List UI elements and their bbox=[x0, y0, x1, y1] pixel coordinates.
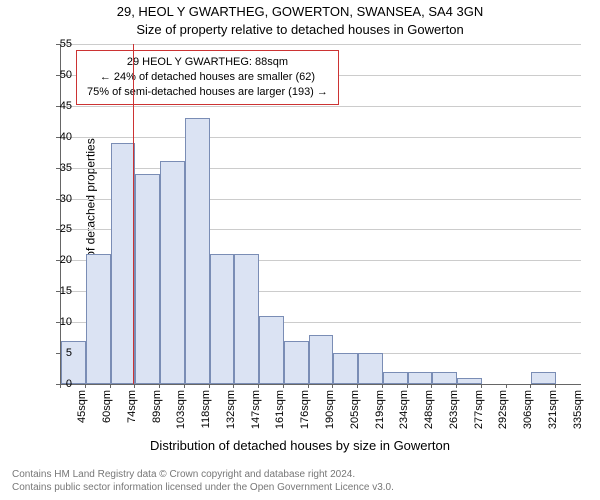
grid-line bbox=[61, 44, 581, 45]
x-tick-label: 234sqm bbox=[398, 390, 410, 430]
y-tick-mark bbox=[56, 44, 60, 45]
x-tick-label: 292sqm bbox=[497, 390, 509, 430]
x-tick-label: 147sqm bbox=[250, 390, 262, 430]
x-tick-mark bbox=[60, 384, 61, 388]
x-tick-mark bbox=[555, 384, 556, 388]
x-tick-label: 335sqm bbox=[572, 390, 584, 430]
x-tick-label: 103sqm bbox=[175, 390, 187, 430]
histogram-bar bbox=[160, 161, 185, 384]
histogram-bar bbox=[185, 118, 210, 384]
x-tick-label: 277sqm bbox=[473, 390, 485, 430]
x-tick-label: 176sqm bbox=[299, 390, 311, 430]
x-tick-label: 306sqm bbox=[522, 390, 534, 430]
x-tick-mark bbox=[456, 384, 457, 388]
x-tick-label: 74sqm bbox=[126, 390, 138, 430]
x-tick-mark bbox=[431, 384, 432, 388]
x-tick-mark bbox=[506, 384, 507, 388]
x-tick-mark bbox=[407, 384, 408, 388]
x-tick-mark bbox=[258, 384, 259, 388]
histogram-bar bbox=[284, 341, 309, 384]
x-tick-label: 132sqm bbox=[225, 390, 237, 430]
histogram-bar bbox=[111, 143, 136, 384]
histogram-bar bbox=[135, 174, 160, 384]
y-tick-mark bbox=[56, 353, 60, 354]
grid-line bbox=[61, 137, 581, 138]
x-tick-mark bbox=[85, 384, 86, 388]
grid-line bbox=[61, 106, 581, 107]
annotation-line2: ← 24% of detached houses are smaller (62… bbox=[87, 70, 328, 85]
x-tick-label: 263sqm bbox=[448, 390, 460, 430]
y-tick-mark bbox=[56, 106, 60, 107]
footer-line2: Contains public sector information licen… bbox=[12, 482, 394, 495]
x-tick-mark bbox=[184, 384, 185, 388]
histogram-bar bbox=[531, 372, 556, 384]
x-tick-mark bbox=[134, 384, 135, 388]
address-title: 29, HEOL Y GWARTHEG, GOWERTON, SWANSEA, … bbox=[0, 4, 600, 19]
chart-container: 29, HEOL Y GWARTHEG, GOWERTON, SWANSEA, … bbox=[0, 0, 600, 500]
histogram-bar bbox=[383, 372, 408, 384]
histogram-bar bbox=[210, 254, 235, 384]
histogram-bar bbox=[234, 254, 259, 384]
subtitle: Size of property relative to detached ho… bbox=[0, 22, 600, 37]
x-tick-label: 118sqm bbox=[200, 390, 212, 430]
x-tick-mark bbox=[209, 384, 210, 388]
annotation-line3: 75% of semi-detached houses are larger (… bbox=[87, 85, 328, 100]
histogram-bar bbox=[408, 372, 433, 384]
x-tick-mark bbox=[308, 384, 309, 388]
x-tick-label: 89sqm bbox=[151, 390, 163, 430]
y-tick-mark bbox=[56, 322, 60, 323]
histogram-bar bbox=[259, 316, 284, 384]
histogram-bar bbox=[333, 353, 358, 384]
y-tick-mark bbox=[56, 291, 60, 292]
histogram-bar bbox=[86, 254, 111, 384]
x-tick-label: 248sqm bbox=[423, 390, 435, 430]
footer: Contains HM Land Registry data © Crown c… bbox=[12, 469, 394, 494]
annotation-line1: 29 HEOL Y GWARTHEG: 88sqm bbox=[87, 55, 328, 70]
x-tick-mark bbox=[530, 384, 531, 388]
histogram-bar bbox=[432, 372, 457, 384]
footer-line1: Contains HM Land Registry data © Crown c… bbox=[12, 469, 394, 482]
x-tick-label: 60sqm bbox=[101, 390, 113, 430]
x-tick-label: 161sqm bbox=[274, 390, 286, 430]
x-tick-mark bbox=[382, 384, 383, 388]
x-tick-mark bbox=[110, 384, 111, 388]
grid-line bbox=[61, 168, 581, 169]
marker-line bbox=[133, 44, 134, 384]
marker-annotation: 29 HEOL Y GWARTHEG: 88sqm ← 24% of detac… bbox=[76, 50, 339, 105]
x-tick-mark bbox=[283, 384, 284, 388]
x-axis-label: Distribution of detached houses by size … bbox=[0, 438, 600, 453]
y-tick-mark bbox=[56, 260, 60, 261]
x-tick-label: 190sqm bbox=[324, 390, 336, 430]
x-tick-mark bbox=[357, 384, 358, 388]
x-tick-mark bbox=[332, 384, 333, 388]
histogram-bar bbox=[309, 335, 334, 384]
y-tick-mark bbox=[56, 168, 60, 169]
x-tick-mark bbox=[159, 384, 160, 388]
x-tick-label: 45sqm bbox=[76, 390, 88, 430]
y-tick-mark bbox=[56, 75, 60, 76]
y-tick-mark bbox=[56, 199, 60, 200]
x-tick-mark bbox=[233, 384, 234, 388]
histogram-bar bbox=[358, 353, 383, 384]
x-tick-label: 321sqm bbox=[547, 390, 559, 430]
y-tick-mark bbox=[56, 229, 60, 230]
y-tick-mark bbox=[56, 137, 60, 138]
x-tick-label: 205sqm bbox=[349, 390, 361, 430]
x-tick-label: 219sqm bbox=[374, 390, 386, 430]
x-tick-mark bbox=[481, 384, 482, 388]
histogram-bar bbox=[457, 378, 482, 384]
